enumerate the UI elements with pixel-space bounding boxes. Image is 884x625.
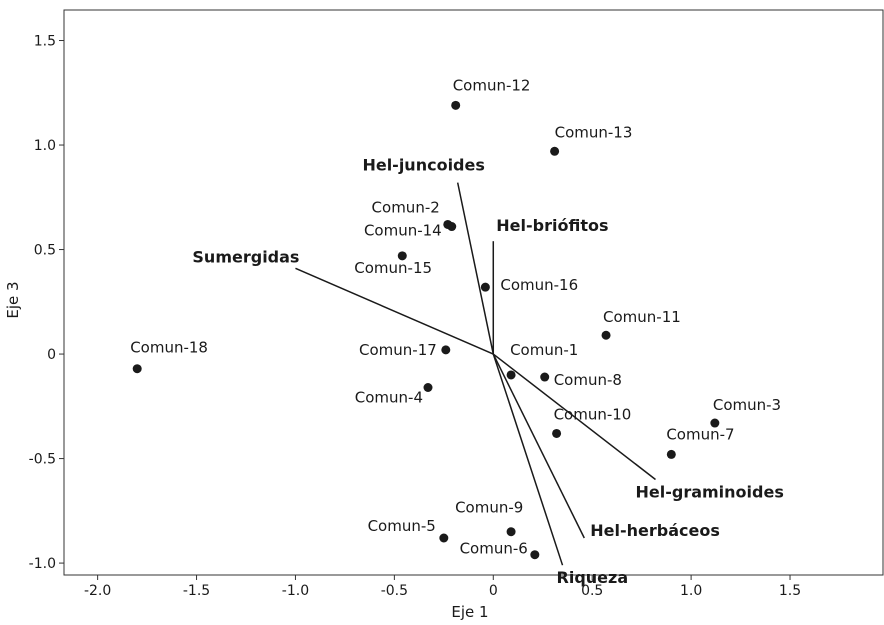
- point-label: Comun-5: [368, 517, 436, 535]
- y-tick-label: 0.5: [34, 243, 56, 259]
- point-label: Comun-8: [554, 371, 622, 389]
- point-label: Comun-14: [364, 222, 442, 240]
- point-label: Comun-12: [453, 76, 531, 94]
- loading-vector: [492, 353, 585, 539]
- y-axis-label: Eje 3: [4, 281, 22, 318]
- point-label: Comun-2: [372, 198, 440, 216]
- x-axis-label: Eje 1: [451, 603, 488, 621]
- vector-label: Hel-herbáceos: [590, 521, 720, 540]
- x-tick-label: 0.5: [581, 583, 603, 599]
- point: [552, 428, 562, 438]
- y-tick-label: -1.0: [29, 556, 56, 572]
- point-label: Comun-1: [510, 341, 578, 359]
- x-tick-label: 0: [489, 583, 498, 599]
- y-tick-label: 1.0: [34, 138, 56, 154]
- point: [540, 372, 550, 382]
- point: [441, 345, 451, 355]
- point-label: Comun-9: [455, 499, 523, 517]
- point-label: Comun-4: [355, 389, 423, 407]
- point: [666, 449, 676, 459]
- point-label: Comun-15: [354, 259, 432, 277]
- x-tick-label: -1.0: [282, 583, 309, 599]
- vector-label: Hel-juncoides: [362, 156, 484, 175]
- vector-label: Sumergidas: [192, 247, 299, 266]
- point: [451, 100, 461, 110]
- point-label: Comun-6: [460, 540, 528, 558]
- point-label: Comun-11: [603, 308, 681, 326]
- point-label: Comun-10: [554, 405, 632, 423]
- plot-frame: [63, 9, 884, 576]
- point-label: Comun-7: [666, 425, 734, 443]
- point-label: Comun-17: [359, 341, 437, 359]
- loading-vector: [456, 182, 495, 355]
- loading-vector: [295, 267, 494, 355]
- x-tick-label: -0.5: [381, 583, 408, 599]
- point: [439, 533, 449, 543]
- point: [423, 383, 433, 393]
- point: [506, 370, 516, 380]
- point-label: Comun-3: [713, 396, 781, 414]
- vector-label: Hel-briófitos: [496, 216, 608, 235]
- loading-vector: [492, 353, 656, 481]
- loading-vector: [492, 353, 564, 566]
- y-tick-label: 0: [47, 347, 56, 363]
- point: [480, 282, 490, 292]
- point: [601, 330, 611, 340]
- y-tick-label: 1.5: [34, 34, 56, 50]
- point-label: Comun-16: [500, 276, 578, 294]
- x-tick-label: 1.5: [779, 583, 801, 599]
- point: [530, 550, 540, 560]
- point: [506, 527, 516, 537]
- x-tick-label: -1.5: [183, 583, 210, 599]
- point: [710, 418, 720, 428]
- point: [397, 251, 407, 261]
- vector-label: Hel-graminoides: [636, 482, 784, 501]
- point-label: Comun-13: [555, 123, 633, 141]
- y-tick-label: -0.5: [29, 452, 56, 468]
- point-label: Comun-18: [130, 339, 208, 357]
- vector-label: Riqueza: [557, 568, 629, 587]
- x-tick-label: -2.0: [84, 583, 111, 599]
- x-tick-label: 1.0: [680, 583, 702, 599]
- point: [447, 222, 457, 232]
- point: [550, 146, 560, 156]
- point: [132, 364, 142, 374]
